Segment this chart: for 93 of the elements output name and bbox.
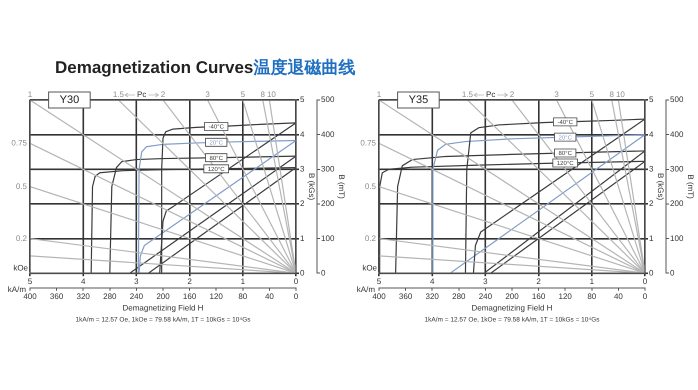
chart-title: Demagnetization Curves温度退磁曲线 xyxy=(55,58,356,77)
y2-axis-title: B (kGs) xyxy=(307,173,316,200)
y2-tick-label: 0 xyxy=(300,268,306,278)
text: Pc xyxy=(486,90,496,100)
x2-tick-label: 3 xyxy=(134,277,140,286)
x-tick-label: 160 xyxy=(532,292,546,301)
text: kA/m xyxy=(8,285,26,294)
x2-tick-label: 5 xyxy=(28,277,33,286)
x2-tick-label: 1 xyxy=(240,277,246,286)
y2-axis-title: B (kGs) xyxy=(656,173,666,200)
x2-tick-label: 2 xyxy=(187,277,192,286)
x-axis-title: Demagnetizing Field H xyxy=(472,303,553,312)
x-tick-label: 0 xyxy=(294,292,299,301)
y2-tick-label: 2 xyxy=(300,199,306,208)
x2-tick-label: 0 xyxy=(294,277,299,286)
x2-tick-label: 2 xyxy=(536,277,542,286)
series-label: 1 xyxy=(376,90,382,100)
y-tick-label: 200 xyxy=(670,199,684,208)
y2-tick-label: 1 xyxy=(300,234,306,243)
y-tick-label: 0 xyxy=(670,268,676,278)
series-label: 1.5 xyxy=(462,90,474,100)
y-tick-label: 200 xyxy=(321,199,335,208)
x2-tick-label: 0 xyxy=(642,277,648,286)
series-label: 0.2 xyxy=(364,234,377,243)
series-label: 3 xyxy=(205,90,210,100)
y-tick-label: 100 xyxy=(670,234,684,243)
x-tick-label: 400 xyxy=(23,292,38,301)
series-label: 8 xyxy=(610,90,615,100)
y2-tick-label: 5 xyxy=(300,95,306,104)
y-tick-label: 300 xyxy=(670,164,684,174)
y-axis-title: B (mT) xyxy=(686,174,695,200)
x2-tick-label: 4 xyxy=(430,277,435,286)
x-tick-label: 360 xyxy=(50,292,64,301)
series-label: 5 xyxy=(590,90,595,100)
x-tick-label: 240 xyxy=(130,292,144,301)
y-tick-label: 400 xyxy=(670,130,684,139)
legend-label: 2 xyxy=(510,90,515,100)
x-tick-label: 80 xyxy=(587,292,597,301)
y2-tick-label: 3 xyxy=(649,164,654,174)
chart-subtitle: Y30 xyxy=(60,94,80,106)
text: kA/m xyxy=(356,285,376,294)
y2-tick-label: 3 xyxy=(300,164,306,174)
series-label: 10 xyxy=(266,90,276,100)
y2-tick-label: 0 xyxy=(649,268,654,278)
y-tick-label: 500 xyxy=(670,95,684,104)
chart-subtitle: Y35 xyxy=(408,94,428,106)
x2-tick-label: 5 xyxy=(376,277,382,286)
x-tick-label: 120 xyxy=(558,292,572,301)
series-label: 1 xyxy=(28,90,33,100)
x-tick-label: 40 xyxy=(614,292,624,301)
series-label: 3 xyxy=(554,90,560,100)
x-tick-label: 360 xyxy=(398,292,413,301)
text: Pc xyxy=(137,90,146,100)
x-tick-label: 200 xyxy=(156,292,170,301)
x2-tick-label: 4 xyxy=(80,277,86,286)
y2-tick-label: 4 xyxy=(300,130,306,139)
y-axis-title: B (mT) xyxy=(336,174,346,200)
series-label: 0.5 xyxy=(16,182,28,191)
y2-tick-label: 1 xyxy=(649,234,654,243)
y-tick-label: 100 xyxy=(321,234,335,243)
y-tick-label: 500 xyxy=(321,95,335,104)
x-tick-label: 40 xyxy=(264,292,274,301)
y2-tick-label: 2 xyxy=(649,199,654,208)
series-label: 0.5 xyxy=(364,182,377,191)
x2-axis-title: kOe xyxy=(362,263,378,272)
x2-axis-title: kOe xyxy=(13,263,29,272)
y-tick-label: 300 xyxy=(321,164,335,174)
x-tick-label: 80 xyxy=(238,292,248,301)
series-label: 0.2 xyxy=(16,234,28,243)
x-axis-title: Demagnetizing Field H xyxy=(122,303,204,312)
series-label: 5 xyxy=(240,90,246,100)
x-tick-label: 280 xyxy=(452,292,466,301)
x-tick-label: 0 xyxy=(642,292,648,301)
series-label: 8 xyxy=(260,90,266,100)
series-label: 1.5 xyxy=(112,90,125,100)
series-label: 0.75 xyxy=(360,138,377,148)
x2-tick-label: 3 xyxy=(483,277,488,286)
series-label: 0.75 xyxy=(11,138,28,148)
y-tick-label: 400 xyxy=(321,130,335,139)
legend-label: 2 xyxy=(160,90,166,100)
y-tick-label: 0 xyxy=(321,268,326,278)
x-tick-label: 160 xyxy=(182,292,197,301)
x-tick-label: 240 xyxy=(478,292,493,301)
y2-tick-label: 4 xyxy=(649,130,654,139)
x-tick-label: 200 xyxy=(505,292,520,301)
series-label: 10 xyxy=(616,90,626,100)
x-tick-label: 320 xyxy=(76,292,90,301)
x-tick-label: 280 xyxy=(103,292,118,301)
y2-tick-label: 5 xyxy=(649,95,654,104)
x-tick-label: 120 xyxy=(210,292,224,301)
x2-tick-label: 1 xyxy=(590,277,595,286)
x-tick-label: 400 xyxy=(372,292,386,301)
x-tick-label: 320 xyxy=(426,292,440,301)
